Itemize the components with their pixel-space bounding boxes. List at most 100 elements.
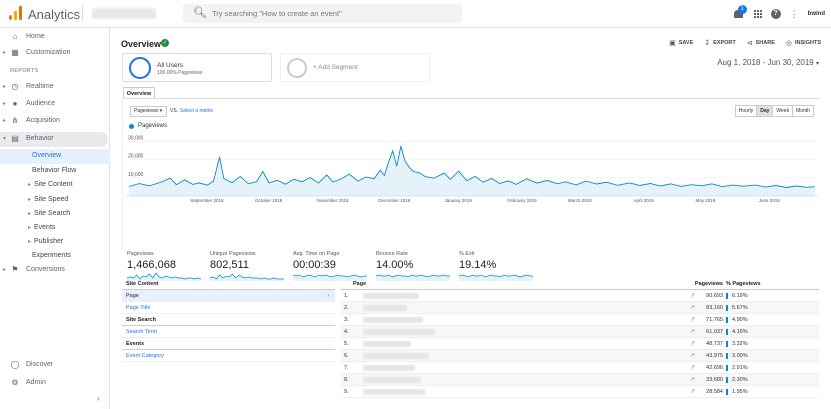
x-tick-label: December 2018: [378, 198, 411, 203]
open-link-icon[interactable]: ↗: [690, 341, 696, 347]
open-link-icon[interactable]: ↗: [690, 377, 696, 383]
metric-bounce-rate[interactable]: Bounce Rate 14.00%: [372, 248, 455, 286]
page-path-link[interactable]: [363, 353, 429, 359]
sidebar-item-events[interactable]: ▸ Events: [28, 224, 56, 231]
granularity-day[interactable]: Day: [756, 105, 774, 117]
row-pct: 2.91%: [732, 365, 748, 371]
open-link-icon[interactable]: ↗: [690, 305, 696, 311]
home-icon: ⌂: [12, 32, 18, 41]
add-segment-button[interactable]: + Add Segment: [280, 53, 430, 82]
help-icon[interactable]: ?: [770, 9, 781, 19]
table-row[interactable]: 6. ↗ 43,975 3.00%: [341, 350, 819, 362]
page-path-link[interactable]: [363, 341, 411, 347]
export-icon: ↧: [704, 40, 711, 47]
open-link-icon[interactable]: ↗: [690, 293, 696, 299]
user-label[interactable]: bwind: [807, 11, 825, 17]
page-path-link[interactable]: [363, 377, 421, 383]
sparkline: [293, 274, 367, 281]
page-path-link[interactable]: [363, 365, 415, 371]
chevron-down-icon: ▾: [159, 108, 163, 114]
sidebar-item-behavior-flow[interactable]: Behavior Flow: [32, 167, 77, 174]
page-path-link[interactable]: [363, 293, 419, 299]
row-pageviews: 83,160: [706, 305, 723, 311]
pageviews-chart[interactable]: 30,000 20,000 10,000 September 2018 October …: [126, 132, 818, 212]
open-link-icon[interactable]: ↗: [690, 365, 696, 371]
acquisition-icon: ⋔: [11, 116, 19, 125]
granularity-week[interactable]: Week: [772, 105, 794, 117]
caret-right-icon: ▸: [28, 182, 32, 188]
metric-unique-pageviews[interactable]: Unique Pageviews 802,511: [206, 248, 289, 286]
header-page[interactable]: Page: [353, 281, 367, 287]
collapse-sidebar-icon[interactable]: ‹: [97, 394, 100, 403]
open-link-icon[interactable]: ↗: [690, 317, 696, 323]
row-index: 2.: [344, 305, 349, 311]
header-pageviews[interactable]: Pageviews: [694, 281, 723, 287]
dimension-event-category[interactable]: Event Category: [122, 350, 335, 362]
sidebar-item-site-content[interactable]: ▸ Site Content: [28, 181, 73, 188]
table-row[interactable]: 8. ↗ 33,680 2.30%: [341, 374, 819, 386]
save-button[interactable]: ▣ SAVE: [669, 40, 694, 47]
page-path-link[interactable]: [363, 329, 435, 335]
row-pageviews: 33,680: [706, 377, 723, 383]
metric-exit-rate[interactable]: % Exit 19.14%: [455, 248, 538, 286]
insights-button[interactable]: ◎ INSIGHTS: [785, 40, 821, 47]
table-row[interactable]: 5. ↗ 48,737 3.32%: [341, 338, 819, 350]
segment-all-users[interactable]: All Users 100.00% Pageviews: [122, 53, 272, 82]
search-placeholder[interactable]: Try searching "How to create an event": [212, 9, 342, 18]
more-vert-icon[interactable]: ⋮: [789, 8, 799, 19]
table-row[interactable]: 7. ↗ 42,696 2.91%: [341, 362, 819, 374]
dimension-page-title[interactable]: Page Title: [122, 302, 335, 314]
row-index: 5.: [344, 341, 349, 347]
date-range-picker[interactable]: Aug 1, 2018 - Jun 30, 2019 ▾: [717, 58, 819, 67]
dimension-page[interactable]: Page ›: [122, 290, 335, 302]
sidebar-item-site-search[interactable]: ▸ Site Search: [28, 210, 71, 217]
table-row[interactable]: 1. ↗ 90,693 6.19%: [341, 290, 819, 302]
open-link-icon[interactable]: ↗: [690, 389, 696, 395]
table-row[interactable]: 2. ↗ 83,160 5.67%: [341, 302, 819, 314]
insights-icon: ◎: [785, 40, 793, 47]
account-selector[interactable]: [92, 8, 156, 19]
select-metric-link[interactable]: Select a metric: [180, 108, 214, 114]
segment-percentage: 100.00% Pageviews: [157, 70, 203, 76]
notifications-bell-icon[interactable]: 1: [733, 5, 747, 20]
row-pct: 3.32%: [732, 341, 748, 347]
dimension-search-term[interactable]: Search Term: [122, 326, 335, 338]
page-path-link[interactable]: [363, 317, 423, 323]
metric-avg-time-on-page[interactable]: Avg. Time on Page 00:00:39: [289, 248, 372, 286]
table-row[interactable]: 3. ↗ 71,765 4.90%: [341, 314, 819, 326]
header-pct-pageviews[interactable]: % Pageviews: [726, 281, 761, 287]
table-row[interactable]: 9. ↗ 28,584 1.95%: [341, 386, 819, 398]
open-link-icon[interactable]: ↗: [690, 329, 696, 335]
dimension-list: Site Content Page › Page Title Site Searc…: [122, 278, 335, 362]
sidebar-item-publisher[interactable]: ▸ Publisher: [28, 238, 64, 245]
table-row[interactable]: 4. ↗ 61,037 4.16%: [341, 326, 819, 338]
page-path-link[interactable]: [363, 389, 425, 395]
sidebar-item-site-speed[interactable]: ▸ Site Speed: [28, 196, 69, 203]
sidebar-item-realtime[interactable]: ▸ ◷ Realtime: [3, 82, 54, 91]
tab-overview[interactable]: Overview: [123, 87, 155, 99]
metric-pageviews[interactable]: Pageviews 1,466,068: [123, 248, 206, 286]
sidebar-item-acquisition[interactable]: ▸ ⋔ Acquisition: [3, 116, 60, 125]
sparkline: [459, 274, 533, 281]
flag-icon: ⚑: [11, 265, 19, 274]
sidebar-item-discover[interactable]: ◯ Discover: [10, 360, 54, 369]
granularity-hourly[interactable]: Hourly: [734, 105, 758, 117]
metric-dropdown[interactable]: Pageviews ▾: [130, 106, 167, 117]
sidebar-item-experiments[interactable]: Experiments: [32, 252, 71, 259]
export-button[interactable]: ↧ EXPORT: [704, 40, 736, 47]
sidebar-item-home[interactable]: ⌂ Home: [0, 30, 110, 45]
analytics-logo-icon[interactable]: [9, 6, 23, 20]
granularity-month[interactable]: Month: [792, 105, 814, 117]
sidebar-item-audience[interactable]: ▸ ● Audience: [3, 99, 56, 108]
sidebar-item-conversions[interactable]: ▸ ⚑ Conversions: [3, 265, 65, 274]
sidebar-item-customization[interactable]: ▸ ▦ Customization: [3, 48, 71, 57]
sidebar-item-behavior[interactable]: ▾ ▤ Behavior: [0, 132, 108, 147]
share-button[interactable]: ⊲ SHARE: [746, 40, 775, 47]
page-path-link[interactable]: [363, 305, 407, 311]
search-bar[interactable]: 🔍︎ Try searching "How to create an event…: [183, 4, 462, 23]
sidebar-item-admin[interactable]: ⚙ Admin: [11, 378, 46, 387]
sidebar-item-behavior-overview[interactable]: Overview: [0, 149, 110, 164]
sidebar: ⌂ Home ▸ ▦ Customization REPORTS ▸ ◷ Rea…: [0, 28, 110, 409]
apps-grid-icon[interactable]: [753, 10, 762, 18]
open-link-icon[interactable]: ↗: [690, 353, 696, 359]
